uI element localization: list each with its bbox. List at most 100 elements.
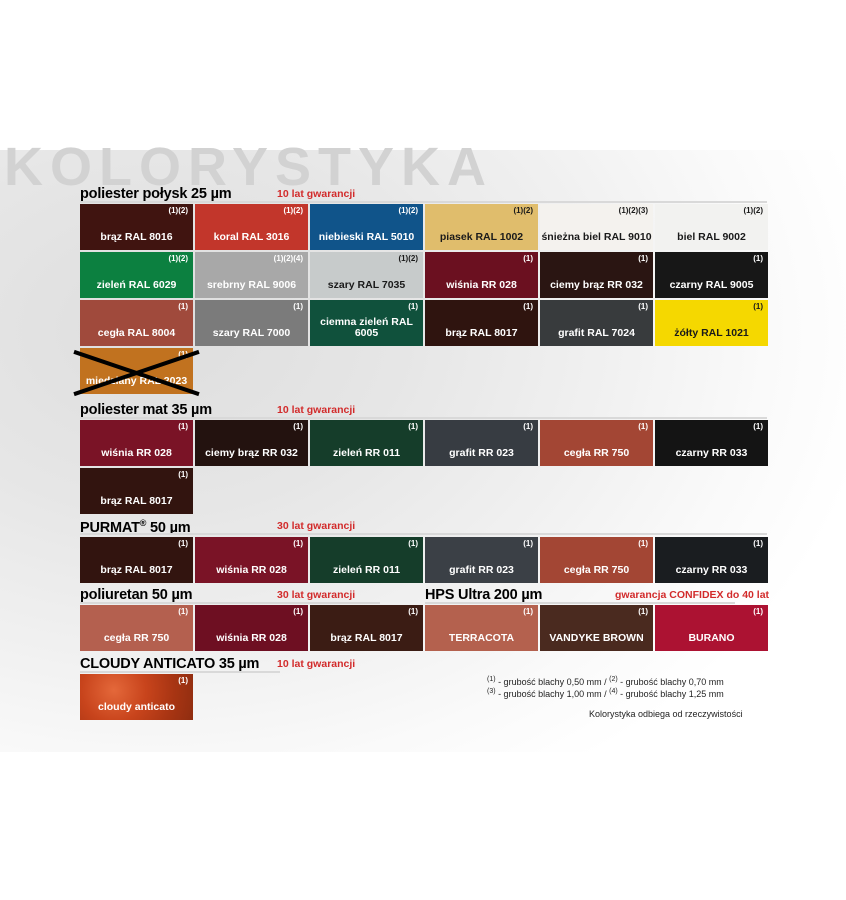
color-swatch[interactable]: (1) czarny RR 033 xyxy=(655,420,768,466)
section-rule-hps-ultra xyxy=(425,602,735,604)
footnote-line-1: (1) - grubość blachy 0,50 mm / (2) - gru… xyxy=(487,676,724,687)
swatch-thickness-superscript: (1) xyxy=(293,607,303,616)
swatch-thickness-superscript: (1) xyxy=(408,302,418,311)
swatch-name-label: wiśnia RR 028 xyxy=(446,278,517,291)
section-rule-cloudy-anticato xyxy=(80,671,280,673)
color-swatch[interactable]: (1) ciemna zieleń RAL 6005 xyxy=(310,300,423,346)
swatch-thickness-superscript: (1) xyxy=(408,607,418,616)
color-swatch[interactable]: (1)(2) zieleń RAL 6029 xyxy=(80,252,193,298)
swatch-name-label: wiśnia RR 028 xyxy=(216,563,287,576)
color-swatch[interactable]: (1) ciemy brąz RR 032 xyxy=(195,420,308,466)
swatch-thickness-superscript: (1) xyxy=(523,422,533,431)
color-swatch[interactable]: (1) wiśnia RR 028 xyxy=(425,252,538,298)
swatch-name-label: ciemy brąz RR 032 xyxy=(205,446,298,459)
swatch-thickness-superscript: (1) xyxy=(178,539,188,548)
swatch-thickness-superscript: (1)(2) xyxy=(513,206,533,215)
swatch-thickness-superscript: (1)(2) xyxy=(283,206,303,215)
color-swatch[interactable]: (1) miedziany RAL 2023 xyxy=(80,348,193,394)
swatch-name-label: cegła RR 750 xyxy=(103,631,170,644)
color-swatch[interactable]: (1)(2) niebieski RAL 5010 xyxy=(310,204,423,250)
swatch-name-label: VANDYKE BROWN xyxy=(549,631,644,644)
swatch-name-label: grafit RR 023 xyxy=(449,446,514,459)
color-swatch[interactable]: (1) brąz RAL 8017 xyxy=(80,468,193,514)
color-swatch[interactable]: (1)(2) koral RAL 3016 xyxy=(195,204,308,250)
color-swatch[interactable]: (1) brąz RAL 8017 xyxy=(310,605,423,651)
color-swatch[interactable]: (1) czarny RR 033 xyxy=(655,537,768,583)
footnote-disclaimer: Kolorystyka odbiega od rzeczywistości xyxy=(589,709,743,719)
swatch-thickness-superscript: (1) xyxy=(293,302,303,311)
swatch-name-label: szary RAL 7000 xyxy=(212,326,291,339)
color-swatch[interactable]: (1)(2) biel RAL 9002 xyxy=(655,204,768,250)
section-title-purmat: PURMAT® 50 µm xyxy=(80,518,191,536)
section-rule-poliester-polysk xyxy=(80,201,767,203)
swatch-thickness-superscript: (1)(2) xyxy=(398,206,418,215)
color-swatch[interactable]: (1) wiśnia RR 028 xyxy=(80,420,193,466)
swatch-thickness-superscript: (1) xyxy=(293,422,303,431)
color-swatch[interactable]: (1) cegła RAL 8004 xyxy=(80,300,193,346)
color-swatch[interactable]: (1) ciemy brąz RR 032 xyxy=(540,252,653,298)
swatch-name-label: czarny RAL 9005 xyxy=(669,278,754,291)
section-title-poliester-mat: poliester mat 35 µm xyxy=(80,402,212,418)
color-swatch[interactable]: (1) cegła RR 750 xyxy=(80,605,193,651)
color-swatch[interactable]: (1) cloudy anticato xyxy=(80,674,193,720)
swatch-name-label: srebrny RAL 9006 xyxy=(206,278,297,291)
swatch-thickness-superscript: (1) xyxy=(638,302,648,311)
section-title-cloudy-anticato: CLOUDY ANTICATO 35 µm xyxy=(80,656,260,672)
swatch-name-label: miedziany RAL 2023 xyxy=(85,374,188,387)
color-swatch[interactable]: (1)(2)(3) śnieżna biel RAL 9010 xyxy=(540,204,653,250)
swatch-thickness-superscript: (1)(2) xyxy=(168,206,188,215)
color-swatch[interactable]: (1)(2) brąz RAL 8016 xyxy=(80,204,193,250)
swatch-name-label: śnieżna biel RAL 9010 xyxy=(541,230,652,243)
swatch-thickness-superscript: (1) xyxy=(408,539,418,548)
swatch-name-label: brąz RAL 8016 xyxy=(100,230,173,243)
color-swatch[interactable]: (1) brąz RAL 8017 xyxy=(425,300,538,346)
color-swatch[interactable]: (1) grafit RR 023 xyxy=(425,537,538,583)
section-title-hps-ultra: HPS Ultra 200 µm xyxy=(425,587,543,603)
warranty-label-cloudy-anticato: 10 lat gwarancji xyxy=(277,658,356,670)
color-swatch[interactable]: (1) VANDYKE BROWN xyxy=(540,605,653,651)
swatch-thickness-superscript: (1) xyxy=(753,539,763,548)
color-swatch[interactable]: (1) cegła RR 750 xyxy=(540,537,653,583)
section-title-poliuretan: poliuretan 50 µm xyxy=(80,587,193,603)
color-swatch[interactable]: (1) BURANO xyxy=(655,605,768,651)
color-swatch[interactable]: (1) zieleń RR 011 xyxy=(310,537,423,583)
color-swatch[interactable]: (1) brąz RAL 8017 xyxy=(80,537,193,583)
swatch-thickness-superscript: (1)(2) xyxy=(743,206,763,215)
swatch-name-label: zieleń RAL 6029 xyxy=(96,278,177,291)
swatch-thickness-superscript: (1) xyxy=(408,422,418,431)
swatch-name-label: brąz RAL 8017 xyxy=(100,494,173,507)
swatch-name-label: czarny RR 033 xyxy=(675,563,748,576)
color-swatch[interactable]: (1) TERRACOTA xyxy=(425,605,538,651)
swatch-thickness-superscript: (1) xyxy=(638,254,648,263)
swatch-name-label: koral RAL 3016 xyxy=(213,230,290,243)
warranty-label-hps-ultra: gwarancja CONFIDEX do 40 lat xyxy=(615,589,770,601)
swatch-name-label: szary RAL 7035 xyxy=(327,278,406,291)
color-swatch[interactable]: (1) grafit RR 023 xyxy=(425,420,538,466)
color-swatch[interactable]: (1) cegła RR 750 xyxy=(540,420,653,466)
color-swatch[interactable]: (1)(2)(4) srebrny RAL 9006 xyxy=(195,252,308,298)
swatch-name-label: brąz RAL 8017 xyxy=(100,563,173,576)
section-rule-purmat xyxy=(80,533,767,535)
swatch-thickness-superscript: (1) xyxy=(638,539,648,548)
swatch-name-label: cloudy anticato xyxy=(97,700,175,713)
swatch-name-label: piasek RAL 1002 xyxy=(439,230,524,243)
color-swatch[interactable]: (1) szary RAL 7000 xyxy=(195,300,308,346)
color-swatch[interactable]: (1) żółty RAL 1021 xyxy=(655,300,768,346)
swatch-name-label: czarny RR 033 xyxy=(675,446,748,459)
warranty-label-poliester-polysk: 10 lat gwarancji xyxy=(277,188,356,200)
bottom-white-margin xyxy=(0,752,846,900)
footnote-line-2: (3) - grubość blachy 1,00 mm / (4) - gru… xyxy=(487,688,724,699)
color-swatch[interactable]: (1)(2) piasek RAL 1002 xyxy=(425,204,538,250)
color-swatch[interactable]: (1) grafit RAL 7024 xyxy=(540,300,653,346)
swatch-name-label: wiśnia RR 028 xyxy=(101,446,172,459)
color-swatch[interactable]: (1) wiśnia RR 028 xyxy=(195,537,308,583)
swatch-thickness-superscript: (1) xyxy=(178,422,188,431)
color-swatch[interactable]: (1) zieleń RR 011 xyxy=(310,420,423,466)
swatch-name-label: grafit RAL 7024 xyxy=(558,326,635,339)
swatch-name-label: zieleń RR 011 xyxy=(332,446,401,459)
color-swatch[interactable]: (1) wiśnia RR 028 xyxy=(195,605,308,651)
color-swatch[interactable]: (1) czarny RAL 9005 xyxy=(655,252,768,298)
color-swatch[interactable]: (1)(2) szary RAL 7035 xyxy=(310,252,423,298)
swatch-name-label: brąz RAL 8017 xyxy=(330,631,403,644)
